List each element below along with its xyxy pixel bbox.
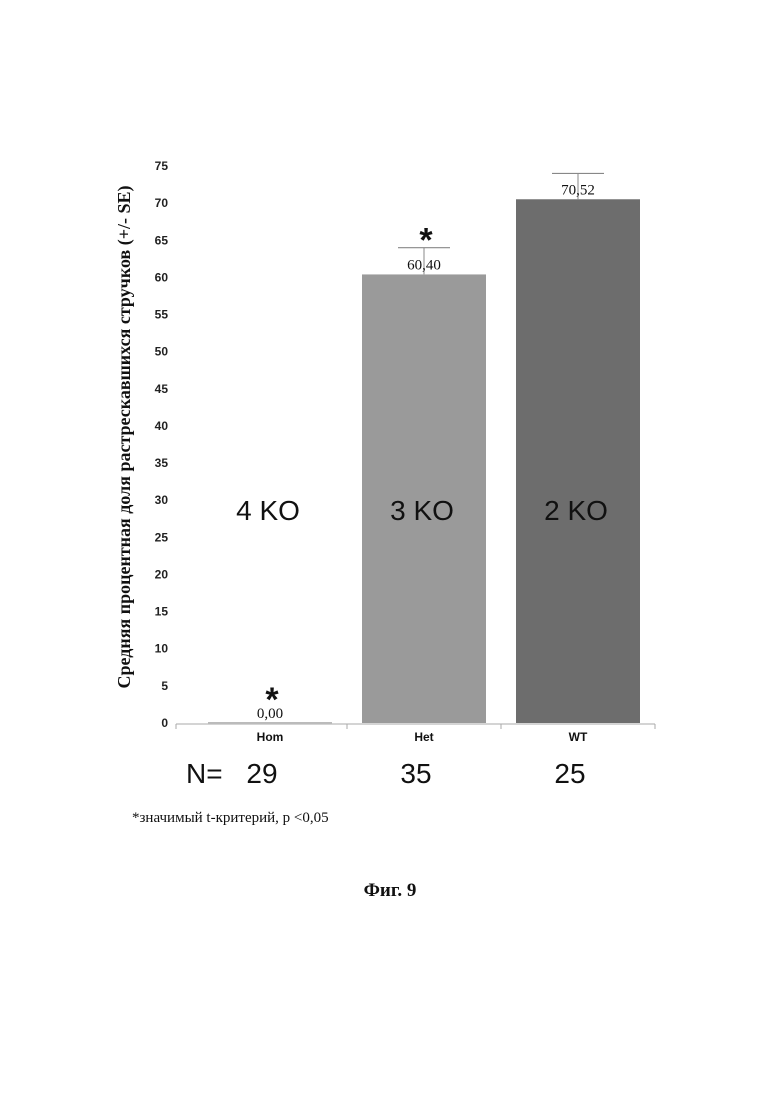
y-tick-label: 70 [155, 196, 169, 210]
y-axis-title: Средняя процентная доля растрескавшихся … [114, 186, 135, 689]
value-label: 70,52 [561, 182, 595, 198]
bar-wt [516, 199, 640, 723]
x-tick-label: Het [414, 730, 433, 744]
bar-text: 3 KO [390, 495, 454, 526]
n-value: 35 [400, 758, 431, 789]
y-tick-label: 40 [155, 419, 169, 433]
y-tick-label: 45 [155, 382, 169, 396]
n-value: 25 [554, 758, 585, 789]
y-tick-label: 75 [155, 159, 169, 173]
y-tick-label: 25 [155, 530, 169, 544]
y-tick-label: 10 [155, 642, 169, 656]
y-tick-label: 55 [155, 308, 169, 322]
y-tick-label: 0 [161, 716, 168, 730]
y-tick-label: 50 [155, 345, 169, 359]
significance-star: * [419, 222, 433, 260]
figure-caption: Фиг. 9 [0, 880, 780, 902]
bar-text: 2 KO [544, 495, 608, 526]
n-value: 29 [246, 758, 277, 789]
y-tick-label: 35 [155, 456, 169, 470]
x-tick-label: Hom [257, 730, 284, 744]
y-tick-label: 15 [155, 605, 169, 619]
y-tick-label: 30 [155, 493, 169, 507]
y-tick-label: 60 [155, 270, 169, 284]
n-prefix: N= [186, 758, 223, 789]
x-tick-label: WT [569, 730, 588, 744]
bar-text: 4 KO [236, 495, 300, 526]
significance-star: * [265, 681, 279, 719]
y-tick-label: 65 [155, 233, 169, 247]
y-tick-label: 20 [155, 567, 169, 581]
footnote: *значимый t-критерий, р <0,05 [132, 810, 329, 827]
value-label: 60,40 [407, 257, 441, 273]
y-tick-label: 5 [161, 679, 168, 693]
